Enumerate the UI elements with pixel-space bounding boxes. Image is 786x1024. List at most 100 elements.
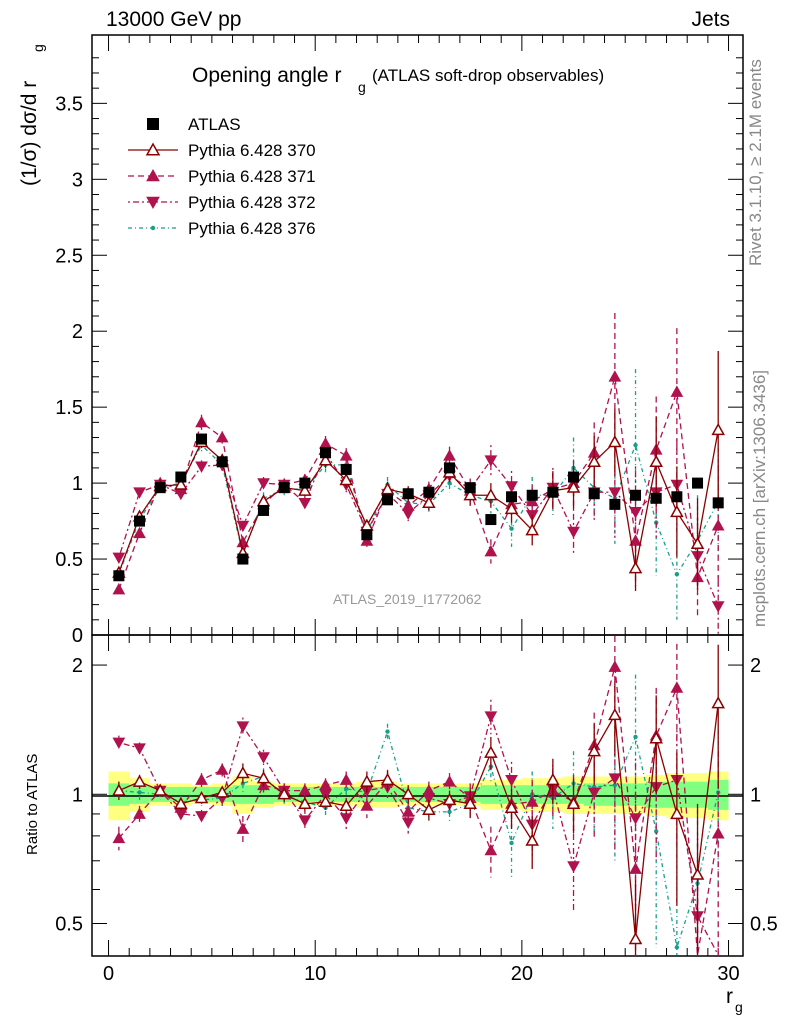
header-right: Jets (691, 8, 730, 31)
main-point (447, 480, 452, 486)
main-series-1 (112, 350, 725, 591)
main-point (236, 520, 250, 533)
ratio-point (319, 778, 332, 791)
ratio-point (612, 782, 618, 788)
atlas-data-point (299, 477, 311, 489)
ratio-point (509, 840, 514, 846)
atlas-data-point (175, 471, 187, 483)
ratio-point (711, 696, 725, 709)
atlas-data-point (650, 492, 662, 504)
main-point (504, 501, 519, 515)
ratio-band-inner (480, 785, 502, 804)
x-tick-label: 0 (103, 963, 114, 985)
main-y-tick-label: 0.5 (55, 549, 83, 571)
main-y-tick-label: 3 (72, 169, 83, 191)
ratio-point (505, 775, 518, 787)
main-point (525, 523, 539, 536)
legend-entry-3: Pythia 6.428 372 (128, 193, 316, 212)
ratio-y-tick-label: 0.5 (55, 913, 83, 935)
atlas-data-point (423, 486, 435, 498)
main-point (195, 415, 208, 428)
ratio-point (401, 787, 415, 800)
legend-marker (146, 168, 160, 182)
ratio-point (298, 796, 312, 809)
ratio-point (442, 792, 457, 806)
ratio-axis-ticks (92, 635, 743, 956)
main-title: Opening angle r (192, 64, 341, 87)
ratio-point (112, 783, 126, 796)
main-point (566, 480, 581, 493)
atlas-data-point (485, 514, 497, 526)
ratio-point (360, 774, 374, 787)
atlas-data-point (258, 504, 270, 516)
main-point (608, 370, 622, 382)
analysis-tag: ATLAS_2019_I1772062 (333, 591, 482, 607)
atlas-data-point (340, 463, 352, 475)
ratio-point (344, 786, 349, 791)
main-point (112, 552, 126, 565)
ratio-point (674, 945, 680, 950)
ratio-y-tick-label-right: 0.5 (750, 913, 778, 935)
ratio-point (339, 813, 353, 825)
ratio-point (215, 763, 229, 775)
atlas-data-point (402, 488, 414, 500)
legend-label: Pythia 6.428 372 (188, 193, 316, 212)
ratio-point (525, 833, 539, 846)
ratio-point (215, 785, 229, 798)
main-point (649, 454, 663, 467)
ratio-point (257, 752, 270, 764)
atlas-data-point (692, 477, 704, 489)
ratio-point (236, 766, 250, 779)
atlas-data-point (671, 491, 683, 503)
x-tick-labels: 0 10 20 30 (103, 963, 740, 985)
legend-label: Pythia 6.428 376 (188, 219, 316, 238)
main-point (567, 526, 580, 539)
ratio-point (195, 773, 208, 785)
ratio-point (504, 800, 519, 813)
ratio-band-inner (604, 783, 626, 806)
ratio-point (137, 790, 142, 795)
main-point (174, 477, 188, 490)
ratio-point (112, 737, 126, 750)
main-point (608, 487, 622, 499)
main-point (443, 449, 456, 461)
main-point (422, 495, 436, 508)
ratio-y-tick-label-right: 2 (750, 655, 761, 677)
ratio-series-line (118, 713, 719, 956)
ratio-point (236, 721, 250, 733)
main-y-tick-label: 1.5 (55, 397, 83, 419)
legend-label: Pythia 6.428 371 (188, 167, 316, 186)
legend-marker (150, 225, 156, 231)
legend-marker (147, 118, 159, 130)
main-panel: 0 0.5 1 1.5 2 2.5 3 3.5 Opening angle r g (ATLA… (18, 34, 744, 647)
ratio-point (670, 806, 684, 820)
main-point (133, 526, 146, 539)
ratio-band-inner (687, 781, 708, 808)
ratio-point (236, 822, 250, 834)
ratio-y-tick-label: 2 (72, 655, 83, 677)
main-point (257, 478, 270, 490)
ratio-y-tick-label: 1 (72, 784, 83, 806)
ratio-point (546, 772, 560, 786)
ratio-series-2 (112, 699, 719, 956)
main-point (484, 455, 498, 467)
legend-marker (146, 196, 160, 210)
atlas-data-point (568, 471, 580, 483)
ratio-series-line (118, 729, 719, 948)
atlas-data-point (712, 497, 724, 509)
ratio-point (194, 791, 209, 804)
main-point (463, 488, 477, 501)
main-y-tick-label: 1 (72, 473, 83, 495)
x-tick-label: 10 (304, 963, 326, 985)
main-point (629, 534, 642, 546)
main-point (633, 442, 638, 448)
ratio-point (566, 796, 581, 809)
x-tick-label: 20 (511, 963, 533, 985)
atlas-data-point (134, 515, 146, 527)
legend: ATLAS Pythia 6.428 370 Pythia 6.428 371 Pyt… (128, 115, 316, 238)
ratio-point (133, 743, 146, 755)
ratio-point (608, 707, 622, 721)
legend-entry-2: Pythia 6.428 371 (128, 167, 316, 186)
ratio-point (256, 771, 271, 784)
